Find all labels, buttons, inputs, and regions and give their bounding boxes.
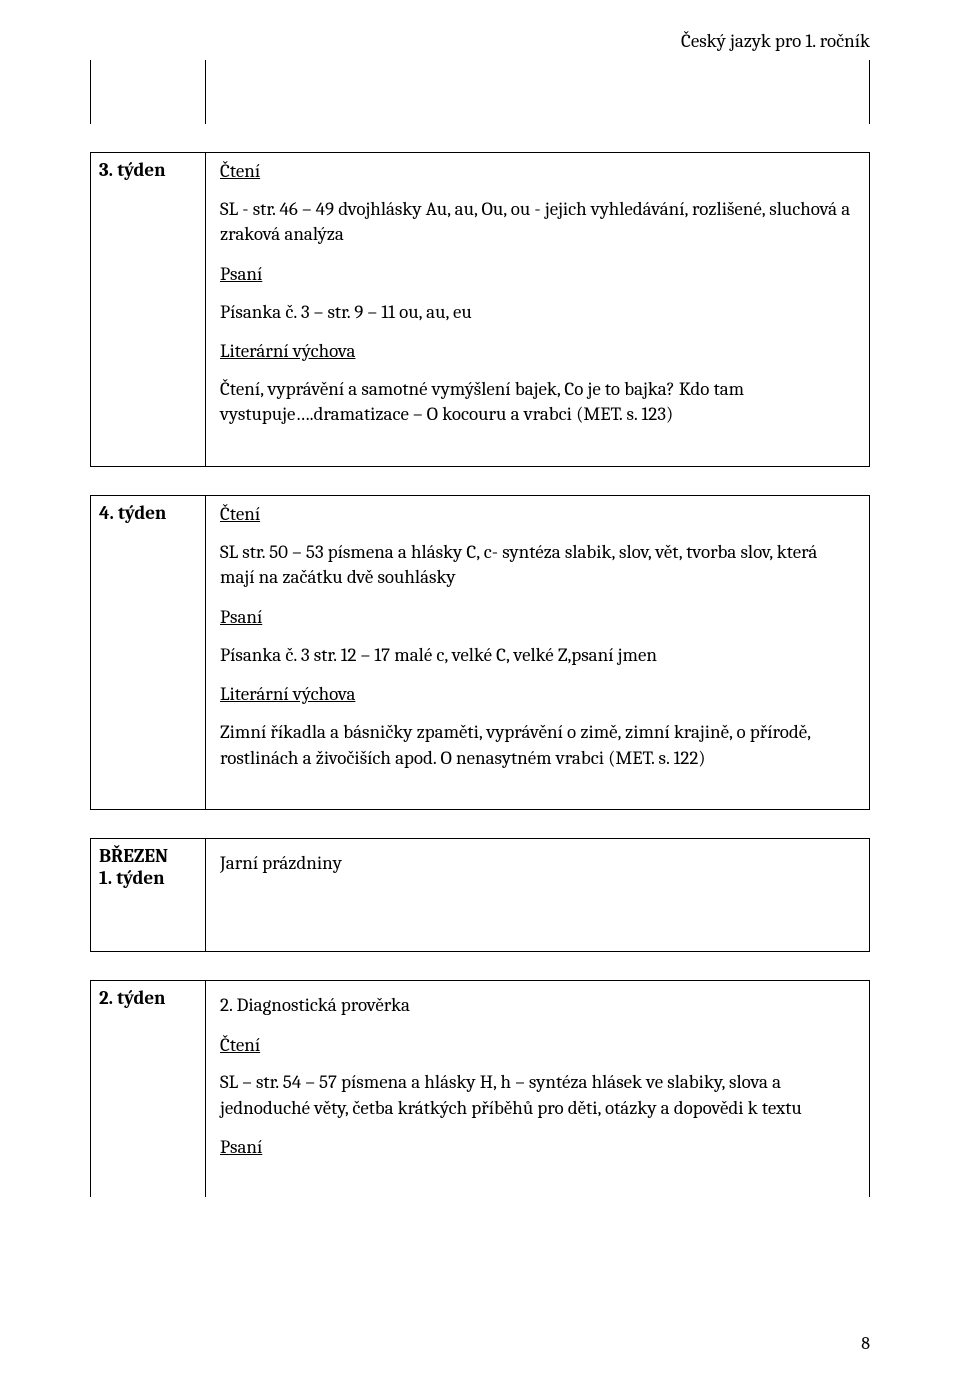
table-stub [90,60,870,124]
stub-left [91,60,206,124]
stub-right [206,60,869,124]
section-heading: Psaní [220,262,855,288]
paragraph: SL – str. 54 – 57 písmena a hlásky H, h … [220,1070,855,1121]
section-heading: Čtení [220,159,855,185]
table-row: 4. týden Čtení SL str. 50 – 53 písmena a… [90,495,870,810]
row-content: Čtení SL - str. 46 – 49 dvojhlásky Au, a… [206,153,869,466]
table-row: 3. týden Čtení SL - str. 46 – 49 dvojhlá… [90,152,870,467]
paragraph: SL str. 50 – 53 písmena a hlásky C, c- s… [220,540,855,591]
paragraph: Zimní říkadla a básničky zpaměti, vypráv… [220,720,855,771]
section-heading: Literární výchova [220,682,855,708]
row-label: 3. týden [91,153,206,466]
section-heading: Čtení [220,502,855,528]
row-content: 2. Diagnostická prověrka Čtení SL – str.… [206,981,869,1197]
paragraph: Čtení, vyprávění a samotné vymýšlení baj… [220,377,855,428]
paragraph: Písanka č. 3 – str. 9 – 11 ou, au, eu [220,300,855,326]
table-row: BŘEZEN 1. týden Jarní prázdniny [90,838,870,952]
row-label: BŘEZEN 1. týden [91,839,206,951]
row-label: 2. týden [91,981,206,1197]
row-content: Jarní prázdniny [206,839,869,951]
section-heading: Literární výchova [220,339,855,365]
page: Český jazyk pro 1. ročník 3. týden Čtení… [0,0,960,1380]
section-heading: Psaní [220,1135,855,1161]
paragraph: Jarní prázdniny [220,851,855,877]
paragraph: SL - str. 46 – 49 dvojhlásky Au, au, Ou,… [220,197,855,248]
page-number: 8 [861,1333,870,1354]
section-heading: Psaní [220,605,855,631]
row-content: Čtení SL str. 50 – 53 písmena a hlásky C… [206,496,869,809]
paragraph: Písanka č. 3 str. 12 – 17 malé c, velké … [220,643,855,669]
page-header: Český jazyk pro 1. ročník [90,30,870,52]
row-label: 4. týden [91,496,206,809]
table-row: 2. týden 2. Diagnostická prověrka Čtení … [90,980,870,1197]
section-heading: Čtení [220,1033,855,1059]
paragraph: 2. Diagnostická prověrka [220,993,855,1019]
